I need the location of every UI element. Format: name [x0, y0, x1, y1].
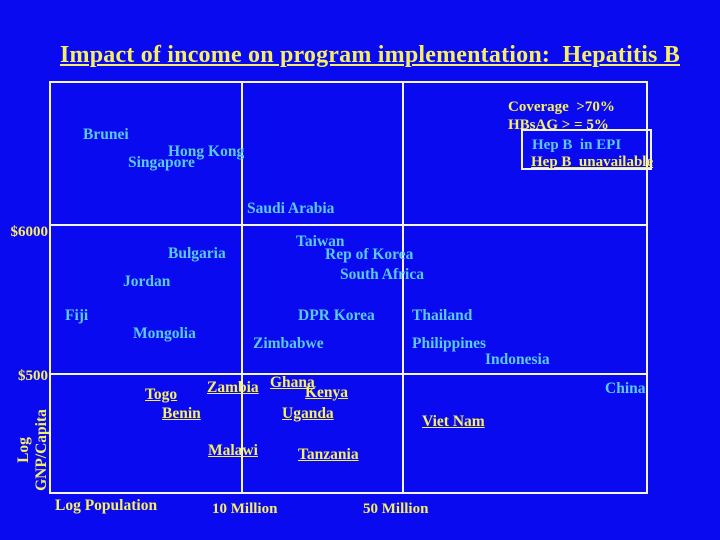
country-label-uganda: Uganda: [282, 405, 334, 422]
legend-coverage-text: Coverage >70%: [508, 99, 615, 115]
country-label-jordan: Jordan: [123, 273, 171, 290]
gridline-horizontal-6000: [51, 224, 646, 226]
country-label-malawi: Malawi: [208, 442, 258, 459]
plot-frame: [49, 81, 648, 494]
country-label-zambia: Zambia: [207, 379, 259, 396]
country-label-tanzania: Tanzania: [298, 446, 359, 463]
slide-title: Impact of income on program implementati…: [59, 42, 681, 68]
country-label-zimbabwe: Zimbabwe: [253, 335, 324, 352]
y-tick-6000: $6000: [10, 224, 49, 240]
country-label-rep-of-korea: Rep of Korea: [325, 246, 414, 263]
y-tick-500: $500: [18, 368, 48, 384]
country-label-hong-kong: Hong Kong: [168, 143, 245, 160]
gridline-horizontal-500: [51, 373, 646, 375]
country-label-philippines: Philippines: [412, 335, 487, 352]
country-label-ghana: Ghana: [270, 374, 315, 391]
country-label-mongolia: Mongolia: [133, 325, 196, 342]
legend-box: Hep B in EPI Hep B unavailable: [521, 129, 654, 170]
country-label-benin: Benin: [162, 405, 201, 422]
country-label-indonesia: Indonesia: [485, 351, 550, 368]
country-label-kenya: Kenya: [305, 384, 349, 401]
x-tick-50-million: 50 Million: [363, 501, 429, 517]
country-label-dpr-korea: DPR Korea: [298, 307, 375, 324]
x-axis-label: Log Population: [55, 497, 158, 514]
legend-unavailable-label: Hep B unavailable: [531, 154, 654, 170]
country-label-saudi-arabia: Saudi Arabia: [247, 200, 335, 217]
country-label-singapore: Singapore: [128, 154, 195, 171]
country-label-brunei: Brunei: [83, 126, 129, 143]
gridline-vertical-50-million: [402, 83, 404, 492]
country-label-china: China: [605, 380, 646, 397]
country-label-bulgaria: Bulgaria: [168, 245, 226, 262]
country-label-thailand: Thailand: [412, 307, 473, 324]
y-axis-label: Log GNP/Capita: [15, 409, 50, 491]
country-label-taiwan: Taiwan: [296, 233, 345, 250]
gridline-vertical-10-million: [241, 83, 243, 492]
legend-epi-label: Hep B in EPI: [532, 137, 622, 153]
x-tick-10-million: 10 Million: [212, 501, 278, 517]
country-label-south-africa: South Africa: [340, 266, 424, 283]
country-label-viet-nam: Viet Nam: [422, 413, 485, 430]
country-label-togo: Togo: [145, 386, 178, 403]
country-label-fiji: Fiji: [65, 307, 89, 324]
